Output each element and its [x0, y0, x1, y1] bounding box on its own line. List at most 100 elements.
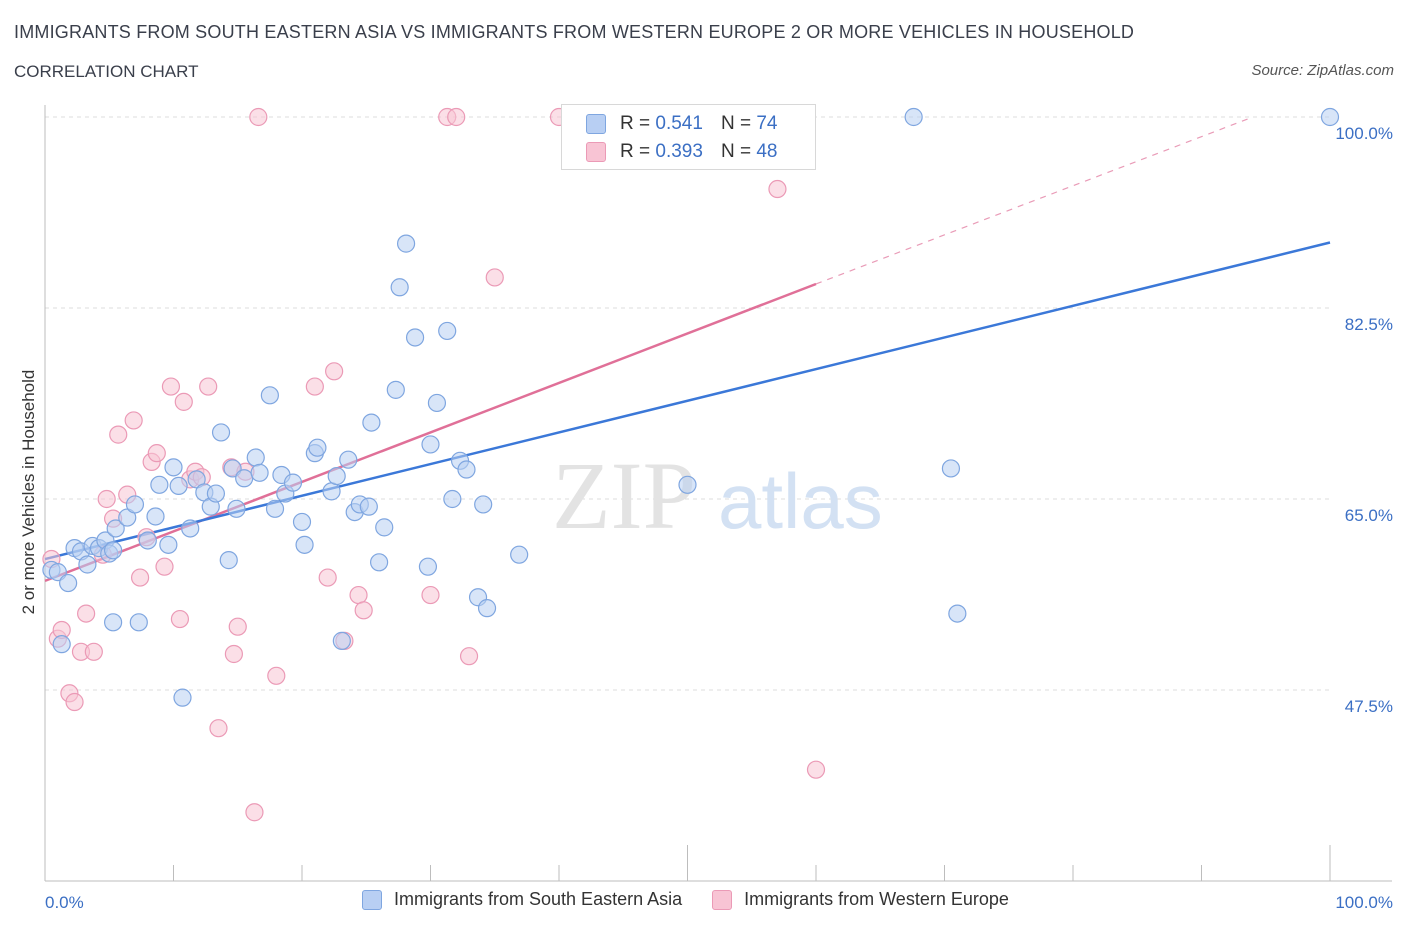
n-label: N =	[720, 113, 752, 134]
blue-point	[332, 631, 351, 650]
watermark-zip: ZIP	[552, 442, 696, 549]
pink-point	[318, 568, 337, 587]
pink-point	[199, 377, 218, 396]
r-label: R =	[620, 113, 651, 134]
blue-point	[292, 512, 312, 532]
blue-point	[181, 519, 200, 538]
blue-point	[138, 531, 157, 550]
pink-point	[147, 444, 166, 463]
blue-point	[125, 495, 145, 514]
blue-swatch	[586, 114, 606, 134]
pink-swatch	[712, 889, 733, 910]
blue-point	[169, 476, 188, 496]
pink-point	[170, 609, 190, 629]
blue-point	[904, 107, 923, 127]
watermark: ZIP atlas	[552, 442, 883, 549]
blue-n-value: 74	[756, 113, 778, 134]
legend-row-pink: R = 0.393 N = 48	[586, 140, 777, 164]
blue-point	[418, 557, 438, 576]
pink-point	[806, 760, 826, 779]
blue-point	[370, 553, 389, 572]
grid-lines	[45, 116, 1330, 691]
blue-point	[339, 450, 358, 469]
y-axis-title: 2 or more Vehicles in Household	[19, 370, 38, 615]
pink-point	[65, 692, 84, 712]
axes	[44, 105, 1392, 882]
legend-item-western-europe: Immigrants from Western Europe	[712, 889, 1009, 910]
blue-point	[457, 460, 476, 479]
blue-point	[308, 438, 327, 457]
blue-point	[390, 278, 409, 297]
n-label: N =	[720, 141, 752, 162]
pink-point	[224, 644, 243, 664]
pink-point	[84, 642, 103, 661]
blue-point	[474, 495, 493, 514]
blue-point	[52, 635, 71, 654]
pink-point	[97, 489, 116, 509]
blue-point	[510, 545, 529, 564]
pink-point	[459, 647, 479, 666]
blue-point	[211, 423, 231, 442]
blue-point	[362, 413, 381, 432]
pink-point	[228, 617, 247, 636]
trend-lines	[44, 116, 1331, 583]
legend-row-blue: R = 0.541 N = 74	[586, 112, 777, 136]
blue-point	[421, 435, 440, 454]
pink-n-value: 48	[756, 141, 778, 162]
pink-point	[305, 377, 324, 396]
pink-point	[267, 666, 286, 685]
blue-point	[159, 535, 178, 554]
blue-point	[246, 448, 265, 467]
pink-point	[155, 557, 174, 576]
x-tick-label: 0.0%	[45, 893, 84, 912]
pink-point	[325, 362, 344, 381]
blue-point	[206, 484, 226, 503]
pink-point	[77, 604, 96, 623]
watermark-atlas: atlas	[718, 457, 883, 545]
legend-label-pink: Immigrants from Western Europe	[744, 889, 1009, 909]
series-legend: Immigrants from South Eastern Asia Immig…	[362, 889, 1039, 910]
pink-r-value: 0.393	[655, 141, 703, 162]
pink-point	[161, 377, 181, 396]
blue-point	[941, 459, 961, 478]
blue-point	[250, 463, 269, 482]
blue-r-value: 0.541	[655, 113, 703, 134]
pink-trend-line	[44, 282, 817, 583]
blue-point	[150, 475, 169, 494]
blue-point	[948, 604, 967, 623]
blue-point	[396, 234, 416, 253]
blue-point	[235, 469, 254, 488]
blue-point	[443, 489, 462, 509]
blue-point	[104, 613, 123, 632]
pink-trend-dashed	[815, 116, 1254, 285]
y-tick-label: 82.5%	[1345, 315, 1393, 334]
tick-labels: 47.5% 65.0% 82.5% 100.0% 0.0% 100.0%	[45, 124, 1393, 912]
blue-point	[359, 497, 378, 516]
blue-point	[427, 393, 447, 413]
blue-point	[386, 380, 405, 399]
blue-point	[678, 475, 697, 494]
blue-point	[477, 599, 497, 618]
blue-swatch	[362, 889, 382, 910]
blue-point	[227, 499, 246, 518]
correlation-legend: R = 0.541 N = 74 R = 0.393 N = 48	[561, 104, 816, 170]
pink-point	[768, 179, 787, 199]
blue-point	[219, 551, 238, 570]
pink-point	[245, 803, 264, 822]
blue-point	[104, 541, 123, 560]
chart-title: IMMIGRANTS FROM SOUTH EASTERN ASIA VS IM…	[14, 22, 1135, 42]
blue-point	[283, 473, 303, 492]
blue-point	[1320, 107, 1340, 127]
pink-point	[354, 601, 373, 620]
blue-point	[223, 459, 242, 478]
blue-point	[164, 458, 183, 477]
blue-point	[59, 573, 78, 593]
blue-point	[265, 499, 285, 518]
pink-point	[447, 107, 466, 127]
source-label: Source: ZipAtlas.com	[1251, 62, 1394, 79]
blue-point	[438, 321, 457, 341]
blue-point	[405, 328, 425, 347]
r-label: R =	[620, 141, 651, 162]
pink-point	[421, 585, 440, 605]
